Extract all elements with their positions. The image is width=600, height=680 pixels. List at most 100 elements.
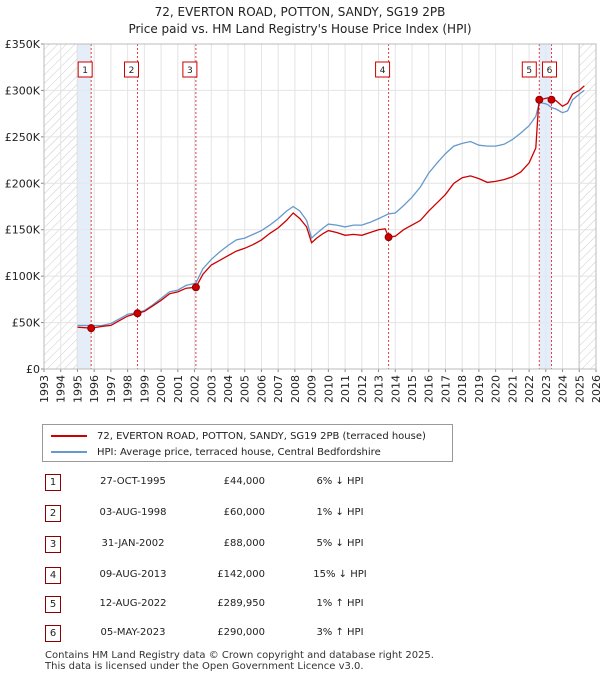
row-price: £289,950 [217, 598, 265, 609]
sale-points [87, 95, 556, 333]
sale-marker-number: 6 [547, 66, 553, 76]
x-tick-label: 2009 [306, 375, 319, 403]
sale-marker-number: 1 [82, 66, 88, 76]
row-date: 27-OCT-1995 [100, 476, 166, 487]
row-hpi: 1% ↓ HPI [316, 507, 364, 518]
sale-shading [77, 44, 552, 369]
x-tick-label: 1996 [88, 375, 101, 403]
sale-marker-5: 5 [521, 61, 537, 78]
x-tick-label: 2017 [439, 375, 452, 403]
sale-labels: 1 2 3 4 5 6 [77, 61, 558, 78]
x-axis: 1993 1994 1995 1996 1997 1998 1999 2000 2001 2002… [38, 369, 600, 403]
row-price: £290,000 [217, 627, 265, 638]
sale-marker-6: 6 [542, 61, 558, 78]
sale-marker-box [375, 61, 391, 78]
row-price: £44,000 [223, 476, 265, 487]
x-tick-label: 1994 [55, 375, 68, 403]
x-tick-label: 2019 [473, 375, 486, 403]
sale-marker-number: 4 [380, 66, 386, 76]
x-tick-label: 2025 [573, 375, 586, 403]
row-date: 12-AUG-2022 [99, 598, 167, 609]
legend-swatch-property [51, 435, 87, 437]
plot-frame [43, 43, 597, 370]
y-tick-label: £100K [5, 270, 41, 283]
x-tick-label: 2013 [373, 375, 386, 403]
x-tick-label: 1997 [105, 375, 118, 403]
sale-marker-number: 2 [129, 66, 135, 76]
y-tick-label: £0 [26, 363, 40, 376]
table-row: 1 27-OCT-1995 £44,000 6% ↓ HPI [45, 474, 465, 494]
footer-licence: This data is licensed under the Open Gov… [45, 661, 364, 672]
x-tick-label: 2014 [389, 375, 402, 403]
row-price: £88,000 [223, 538, 265, 549]
x-tick-label: 2005 [239, 375, 252, 403]
x-tick-label: 2007 [272, 375, 285, 403]
x-tick-label: 1993 [38, 375, 51, 403]
x-tick-label: 2000 [155, 375, 168, 403]
table-row: 3 31-JAN-2002 £88,000 5% ↓ HPI [45, 536, 465, 556]
x-tick-label: 2021 [506, 375, 519, 403]
x-tick-label: 1999 [138, 375, 151, 403]
sale-point-2 [133, 309, 142, 318]
y-tick-label: £50K [12, 317, 41, 330]
row-number: 2 [45, 505, 61, 522]
x-tick-label: 2020 [490, 375, 503, 403]
price-chart: 72, EVERTON ROAD, POTTON, SANDY, SG19 2P… [5, 5, 600, 403]
sale-marker-box [124, 61, 140, 78]
holding-period [539, 44, 552, 369]
x-tick-label: 2004 [222, 375, 235, 403]
y-tick-label: £200K [5, 177, 41, 190]
sale-marker-box [542, 61, 558, 78]
x-tick-label: 2003 [205, 375, 218, 403]
y-axis: £0 £50K £100K £150K £200K £250K £300K £350K [5, 38, 44, 376]
x-tick-label: 1995 [71, 375, 84, 403]
x-tick-label: 2012 [356, 375, 369, 403]
footer-copyright: Contains HM Land Registry data © Crown c… [45, 650, 434, 661]
plot-background [44, 44, 596, 369]
row-hpi: 1% ↑ HPI [316, 598, 364, 609]
row-date: 31-JAN-2002 [101, 538, 165, 549]
row-number: 4 [45, 567, 61, 584]
sale-point-1 [87, 324, 96, 333]
legend-item-property: 72, EVERTON ROAD, POTTON, SANDY, SG19 2P… [51, 428, 426, 444]
x-tick-label: 2002 [189, 375, 202, 403]
x-tick-label: 2001 [172, 375, 185, 403]
sale-marker-4: 4 [375, 61, 391, 78]
y-tick-label: £150K [5, 224, 41, 237]
table-row: 5 12-AUG-2022 £289,950 1% ↑ HPI [45, 596, 465, 616]
legend-label-hpi: HPI: Average price, terraced house, Cent… [97, 446, 381, 458]
sale-point-3 [191, 283, 200, 292]
x-tick-label: 2015 [406, 375, 419, 403]
hpi-line [77, 89, 585, 327]
x-tick-label: 2016 [423, 375, 436, 403]
legend-label-property: 72, EVERTON ROAD, POTTON, SANDY, SG19 2P… [97, 430, 426, 442]
sale-marker-number: 3 [187, 66, 193, 76]
sale-marker-2: 2 [124, 61, 140, 78]
sale-marker-box [521, 61, 537, 78]
x-tick-label: 2008 [289, 375, 302, 403]
y-tick-label: £250K [5, 131, 41, 144]
row-price: £142,000 [217, 569, 265, 580]
x-tick-label: 2018 [456, 375, 469, 403]
sale-marker-3: 3 [182, 61, 198, 78]
x-tick-label: 2023 [540, 375, 553, 403]
sale-point-5 [535, 95, 544, 104]
x-tick-label: 2010 [322, 375, 335, 403]
row-number: 1 [45, 474, 61, 491]
chart-subtitle: Price paid vs. HM Land Registry's House … [128, 22, 471, 36]
table-row: 2 03-AUG-1998 £60,000 1% ↓ HPI [45, 505, 465, 525]
row-date: 03-AUG-1998 [99, 507, 167, 518]
legend-item-hpi: HPI: Average price, terraced house, Cent… [51, 444, 381, 460]
series-lines [77, 85, 585, 329]
sale-marker-box [77, 61, 93, 78]
x-tick-label: 2024 [557, 375, 570, 403]
sale-marker-number: 5 [526, 66, 532, 76]
legend: 72, EVERTON ROAD, POTTON, SANDY, SG19 2P… [42, 424, 453, 462]
row-hpi: 5% ↓ HPI [316, 538, 364, 549]
row-number: 5 [45, 596, 61, 613]
row-hpi: 6% ↓ HPI [316, 476, 364, 487]
y-tick-label: £300K [5, 84, 41, 97]
sale-marker-box [182, 61, 198, 78]
plot-area [44, 44, 596, 369]
table-row: 6 05-MAY-2023 £290,000 3% ↑ HPI [45, 625, 465, 645]
